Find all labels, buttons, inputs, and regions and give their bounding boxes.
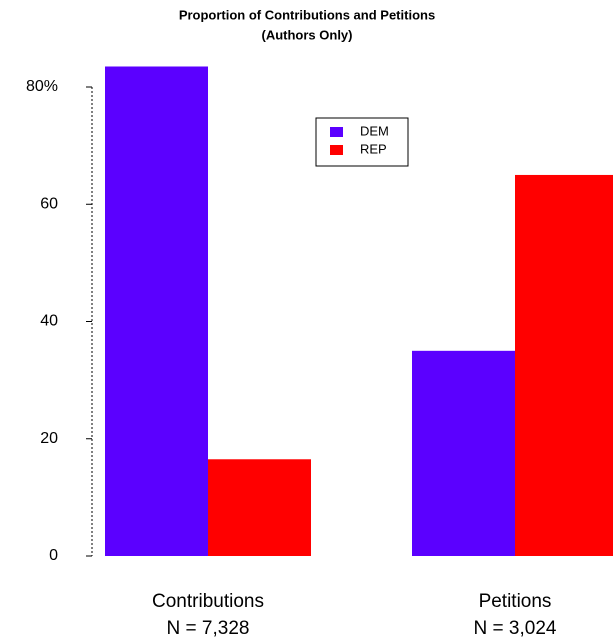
x-tick-label: Petitions: [479, 591, 552, 612]
chart-title: Proportion of Contributions and Petition…: [179, 7, 435, 22]
bar: [208, 459, 311, 556]
y-tick-label: 80%: [26, 78, 58, 95]
x-tick-sublabel: N = 7,328: [167, 618, 250, 639]
legend-box: [315, 117, 409, 167]
x-tick-sublabel: N = 3,024: [474, 618, 557, 639]
bar: [412, 350, 515, 556]
legend-label: DEM: [360, 123, 389, 138]
legend-label: REP: [360, 141, 387, 156]
y-tick-label: 0: [49, 547, 58, 564]
legend-swatch: [330, 145, 343, 155]
y-tick-label: 60: [40, 195, 58, 212]
y-tick-label: 40: [40, 313, 58, 330]
chart-subtitle: (Authors Only): [262, 27, 353, 42]
x-tick-label: Contributions: [152, 591, 264, 612]
legend-swatch: [330, 127, 343, 137]
bar: [105, 66, 208, 556]
bar: [515, 174, 613, 556]
y-tick-label: 20: [40, 430, 58, 447]
